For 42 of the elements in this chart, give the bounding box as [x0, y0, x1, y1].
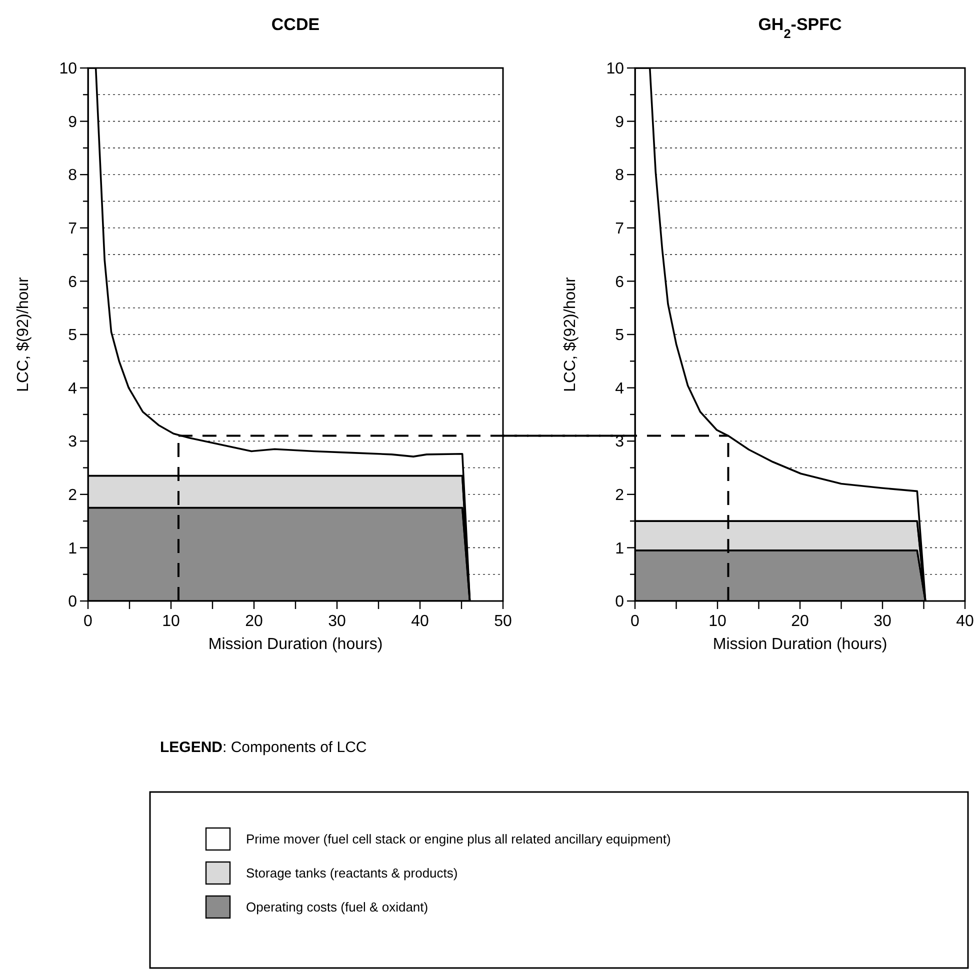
y-tick-label: 5	[615, 327, 624, 344]
y-tick-label: 4	[68, 380, 78, 398]
y-tick-label: 0	[68, 594, 78, 611]
legend-label: Operating costs (fuel & oxidant)	[246, 900, 428, 915]
y-axis-title: LCC, $(92)/hour	[562, 276, 579, 392]
legend-label: Storage tanks (reactants & products)	[246, 866, 458, 881]
chart-title: GH$_{2}$-SPFC	[758, 15, 842, 40]
x-tick-label: 10	[708, 613, 726, 630]
x-axis-title: Mission Duration (hours)	[208, 636, 383, 653]
y-tick-label: 9	[615, 114, 624, 131]
y-tick-label: 5	[68, 327, 78, 344]
y-tick-label: 4	[615, 380, 624, 398]
y-tick-label: 3	[68, 434, 78, 451]
legend-title: LEGEND: Components of LCC	[160, 739, 367, 756]
x-tick-label: 0	[630, 613, 640, 630]
x-tick-label: 20	[791, 613, 809, 630]
x-tick-label: 40	[411, 613, 429, 630]
y-tick-label: 1	[615, 540, 624, 558]
y-tick-label: 6	[615, 274, 624, 291]
y-axis-title: LCC, $(92)/hour	[15, 276, 32, 392]
x-axis-title: Mission Duration (hours)	[712, 636, 888, 653]
x-tick-label: 50	[494, 613, 512, 630]
y-tick-label: 7	[615, 220, 624, 238]
legend-label: Prime mover (fuel cell stack or engine plus all related ancillary equipment)	[246, 832, 671, 847]
y-tick-label: 2	[68, 487, 78, 504]
x-tick-label: 10	[162, 613, 180, 630]
y-tick-label: 7	[68, 220, 78, 238]
x-tick-label: 40	[956, 613, 974, 630]
x-tick-label: 30	[328, 613, 346, 630]
y-tick-label: 8	[68, 167, 78, 184]
y-tick-label: 8	[615, 167, 624, 184]
y-tick-label: 2	[615, 487, 624, 504]
x-tick-label: 20	[245, 613, 263, 630]
y-tick-label: 10	[59, 60, 78, 78]
y-tick-label: 10	[606, 60, 624, 78]
y-tick-label: 6	[68, 274, 78, 291]
x-tick-label: 30	[874, 613, 892, 630]
y-tick-label: 1	[68, 540, 78, 558]
y-tick-label: 0	[615, 594, 624, 611]
y-tick-label: 9	[68, 114, 78, 131]
x-tick-label: 0	[84, 613, 93, 630]
chart-title: CCDE	[271, 15, 320, 34]
